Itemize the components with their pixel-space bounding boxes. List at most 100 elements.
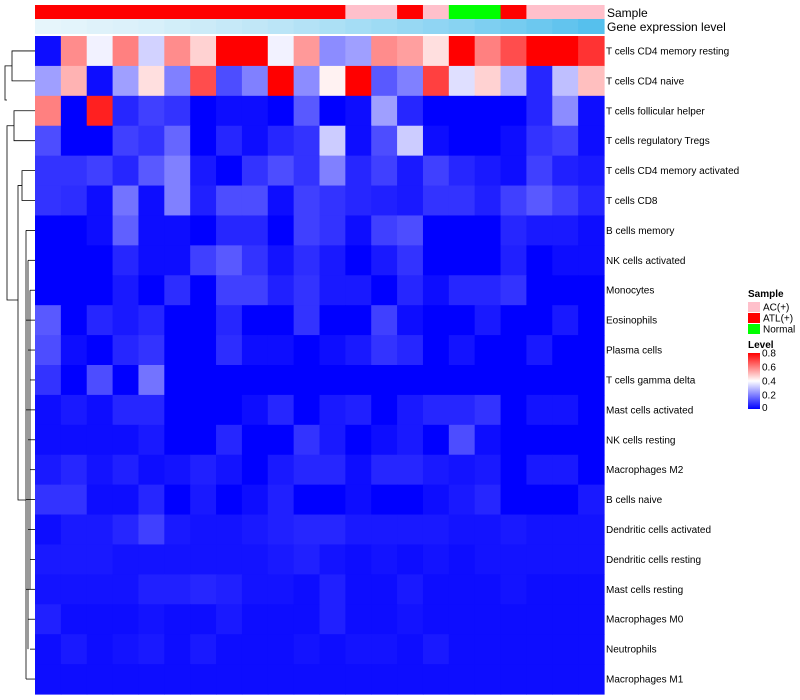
heatmap-cell (500, 454, 528, 486)
heatmap-cell (371, 65, 398, 97)
heatmap-cell (422, 215, 450, 246)
heatmap-cell (397, 514, 424, 546)
heatmap-cell (293, 125, 321, 157)
row-label: Eosinophils (606, 316, 657, 327)
heatmap-cell (164, 604, 191, 635)
heatmap-cell (319, 36, 346, 67)
heatmap-cell (397, 365, 424, 396)
heatmap-cell (86, 305, 114, 336)
heatmap-cell (422, 155, 450, 187)
expression-annotation-cell (164, 19, 191, 34)
heatmap-cell (397, 155, 424, 187)
heatmap-cell (267, 185, 295, 217)
heatmap-cell (216, 95, 243, 127)
heatmap-cell (422, 36, 450, 67)
legend: Sample AC(+)ATL(+)Normal Level 0.8 0.6 0.4… (748, 289, 795, 414)
heatmap-cell (267, 65, 295, 97)
row-label: Mast cells activated (606, 405, 693, 416)
heatmap-cell (578, 185, 605, 217)
heatmap-cell (35, 95, 62, 127)
heatmap-cell (112, 125, 140, 157)
heatmap-cell (35, 365, 62, 396)
row-label: Plasma cells (606, 346, 662, 357)
heatmap-cell (578, 454, 605, 486)
expression-annotation-cell (267, 19, 295, 34)
heatmap-cell (86, 365, 114, 396)
heatmap-cell (216, 215, 243, 246)
legend-sample-title: Sample (748, 289, 784, 300)
heatmap-cell (578, 245, 605, 276)
heatmap-cell (345, 484, 372, 516)
heatmap-cell (164, 365, 191, 396)
heatmap-cell (448, 454, 476, 486)
heatmap-cell (500, 604, 528, 635)
heatmap-cell (578, 155, 605, 187)
heatmap-cell (319, 95, 346, 127)
heatmap-cell (371, 664, 398, 695)
heatmap-cell (60, 95, 88, 127)
heatmap-cell (397, 275, 424, 306)
row-label: Mast cells resting (606, 585, 683, 596)
heatmap-cell (293, 604, 321, 635)
expression-annotation-cell (319, 19, 346, 34)
expression-annotation-cell (86, 19, 114, 34)
heatmap-cell (138, 484, 165, 516)
heatmap-cell (397, 305, 424, 336)
heatmap-cell (397, 245, 424, 276)
heatmap-cell (345, 305, 372, 336)
heatmap-cell (267, 634, 295, 665)
heatmap-cell (526, 125, 553, 157)
heatmap-cell (267, 335, 295, 366)
heatmap-cell (371, 604, 398, 635)
heatmap-cell (241, 215, 269, 246)
heatmap-cell (164, 335, 191, 366)
heatmap-cell (216, 424, 243, 456)
heatmap-cell (241, 484, 269, 516)
heatmap-cell (86, 574, 114, 605)
heatmap-cell (578, 664, 605, 695)
heatmap-cell (578, 514, 605, 546)
heatmap-cell (474, 335, 502, 366)
heatmap-cell (86, 484, 114, 516)
heatmap-cell (397, 604, 424, 635)
heatmap-cell (60, 155, 88, 187)
heatmap-cell (448, 365, 476, 396)
sample-annotation-cell (474, 5, 502, 19)
heatmap-cell (526, 454, 553, 486)
heatmap-cell (190, 454, 217, 486)
heatmap-cell (86, 275, 114, 306)
heatmap-cell (267, 484, 295, 516)
heatmap-cell (164, 454, 191, 486)
heatmap-cell (319, 185, 346, 217)
heatmap-cell (371, 454, 398, 486)
heatmap-cell (138, 95, 165, 127)
heatmap-cell (500, 65, 528, 97)
heatmap-cell (397, 65, 424, 97)
heatmap-cell (86, 604, 114, 635)
heatmap-cell (448, 185, 476, 217)
expression-annotation-cell (371, 19, 398, 34)
heatmap-cell (241, 574, 269, 605)
heatmap-cell (474, 454, 502, 486)
heatmap-cell (422, 394, 450, 426)
heatmap-cell (216, 664, 243, 695)
heatmap-cell (422, 335, 450, 366)
legend-level-title: Level (748, 340, 774, 351)
heatmap-cell (448, 664, 476, 695)
heatmap-cell (112, 634, 140, 665)
heatmap-cell (422, 544, 450, 575)
heatmap-cell (526, 634, 553, 665)
heatmap-cell (164, 65, 191, 97)
heatmap-cell (164, 544, 191, 575)
heatmap-cell (86, 215, 114, 246)
heatmap-cell (60, 634, 88, 665)
heatmap-cell (526, 484, 553, 516)
annotation-tracks: Sample Gene expression level (35, 5, 726, 34)
heatmap-cell (138, 664, 165, 695)
expression-annotation-cell (500, 19, 528, 34)
heatmap-cell (578, 36, 605, 67)
expression-annotation-cell (552, 19, 579, 34)
heatmap-cell (552, 245, 579, 276)
heatmap-cell (293, 335, 321, 366)
expression-annotation-cell (216, 19, 243, 34)
